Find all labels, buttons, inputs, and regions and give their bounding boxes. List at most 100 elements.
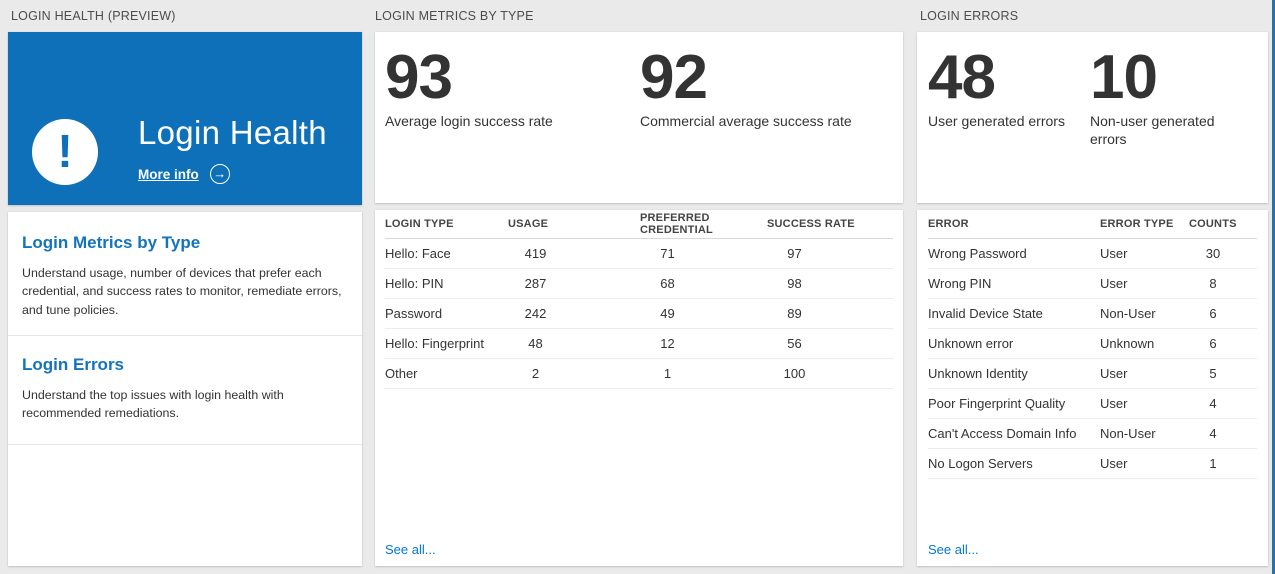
section-header-login-errors: LOGIN ERRORS (920, 9, 1019, 23)
cell-error-type: Non-User (1100, 306, 1156, 321)
nav-item-title[interactable]: Login Errors (22, 355, 125, 374)
metric-average-success-rate: 93 Average login success rate (385, 46, 635, 130)
metrics-table-card: LOGIN TYPE USAGE PREFERRED CREDENTIAL SU… (375, 210, 903, 566)
see-all-link-errors[interactable]: See all... (928, 542, 979, 557)
errors-table-card: ERROR ERROR TYPE COUNTS Wrong Password U… (917, 210, 1268, 566)
cell-error: Can't Access Domain Info (928, 426, 1077, 441)
cell-preferred-credential: 68 (660, 276, 675, 291)
cell-counts: 30 (1205, 246, 1221, 261)
metric-label: User generated errors (928, 113, 1065, 129)
table-row: Password 242 49 89 (385, 299, 893, 329)
cell-error: Wrong PIN (928, 276, 992, 291)
cell-error-type: Non-User (1100, 426, 1156, 441)
errors-table-header: ERROR ERROR TYPE COUNTS (928, 210, 1257, 239)
column-header-preferred-credential: PREFERRED CREDENTIAL (640, 212, 713, 236)
metric-label: Commercial average success rate (640, 113, 852, 129)
arrow-right-glyph: → (213, 166, 227, 181)
cell-error: Poor Fingerprint Quality (928, 396, 1066, 411)
cell-preferred-credential: 49 (660, 306, 675, 321)
cell-usage: 242 (524, 306, 547, 321)
exclamation-glyph: ! (57, 125, 73, 177)
cell-counts: 6 (1209, 306, 1217, 321)
cell-usage: 419 (524, 246, 547, 261)
cell-preferred-credential: 12 (660, 336, 675, 351)
table-row: Wrong PIN User 8 (928, 269, 1257, 299)
cell-error-type: User (1100, 246, 1128, 261)
login-health-tile[interactable]: ! Login Health More info → (8, 32, 362, 205)
more-info-label[interactable]: More info (138, 166, 199, 182)
cell-error: No Logon Servers (928, 456, 1033, 471)
metric-value: 93 (385, 43, 453, 112)
arrow-right-circle-icon[interactable]: → (209, 164, 230, 184)
nav-empty-section (8, 444, 362, 566)
cell-login-type: Password (385, 306, 443, 321)
cell-error-type: User (1100, 276, 1128, 291)
cell-counts: 8 (1209, 276, 1217, 291)
cell-success-rate: 100 (783, 366, 806, 381)
metric-commercial-success-rate: 92 Commercial average success rate (640, 46, 890, 130)
section-header-login-health: LOGIN HEALTH (PREVIEW) (11, 9, 176, 23)
cell-counts: 6 (1209, 336, 1217, 351)
cell-error-type: User (1100, 366, 1128, 381)
table-row: Poor Fingerprint Quality User 4 (928, 389, 1257, 419)
table-row: Hello: Face 419 71 97 (385, 239, 893, 269)
metric-value: 92 (640, 43, 708, 112)
cell-success-rate: 56 (787, 336, 802, 351)
table-row: Other 2 1 100 (385, 359, 893, 389)
cell-counts: 1 (1209, 456, 1217, 471)
table-row: Can't Access Domain Info Non-User 4 (928, 419, 1257, 449)
metric-value: 10 (1090, 43, 1158, 112)
nav-item-description: Understand usage, number of devices that… (22, 266, 342, 317)
cell-counts: 5 (1209, 366, 1217, 381)
see-all-link-metrics[interactable]: See all... (385, 542, 436, 557)
column-header-counts: COUNTS (1189, 218, 1237, 230)
table-row: Wrong Password User 30 (928, 239, 1257, 269)
cell-usage: 2 (531, 366, 540, 381)
cell-preferred-credential: 71 (660, 246, 675, 261)
cell-error-type: Unknown (1100, 336, 1155, 351)
metrics-table-header: LOGIN TYPE USAGE PREFERRED CREDENTIAL SU… (385, 210, 893, 239)
table-row: Hello: Fingerprint 48 12 56 (385, 329, 893, 359)
table-row: Unknown Identity User 5 (928, 359, 1257, 389)
errors-summary-card: 48 User generated errors 10 Non-user gen… (917, 32, 1268, 203)
cell-error: Unknown error (928, 336, 1014, 351)
metric-user-generated-errors: 48 User generated errors (928, 46, 1086, 130)
more-info-link[interactable]: More info → (138, 164, 230, 184)
nav-card: Login Metrics by Type Understand usage, … (8, 212, 362, 566)
metric-label: Average login success rate (385, 113, 553, 129)
cell-error-type: User (1100, 456, 1128, 471)
metric-non-user-generated-errors: 10 Non-user generated errors (1090, 46, 1235, 148)
nav-item-login-metrics-by-type[interactable]: Login Metrics by Type Understand usage, … (8, 212, 362, 335)
tile-title: Login Health (138, 114, 327, 151)
table-row: Hello: PIN 287 68 98 (385, 269, 893, 299)
column-header-error-type: ERROR TYPE (1100, 218, 1174, 230)
nav-item-title[interactable]: Login Metrics by Type (22, 233, 201, 252)
cell-error-type: User (1100, 396, 1128, 411)
exclamation-icon: ! (32, 119, 98, 185)
nav-item-login-errors[interactable]: Login Errors Understand the top issues w… (8, 335, 362, 444)
metrics-summary-card: 93 Average login success rate 92 Commerc… (375, 32, 903, 203)
column-header-success-rate: SUCCESS RATE (767, 218, 855, 230)
table-row: Unknown error Unknown 6 (928, 329, 1257, 359)
cell-login-type: Hello: PIN (385, 276, 444, 291)
next-blade-edge (1272, 0, 1275, 574)
table-row: No Logon Servers User 1 (928, 449, 1257, 479)
cell-usage: 287 (524, 276, 547, 291)
column-header-error: ERROR (928, 218, 969, 230)
section-header-login-metrics: LOGIN METRICS BY TYPE (375, 9, 534, 23)
cell-success-rate: 97 (787, 246, 802, 261)
cell-success-rate: 89 (787, 306, 802, 321)
cell-login-type: Hello: Fingerprint (385, 336, 484, 351)
cell-usage: 48 (528, 336, 543, 351)
metric-label: Non-user generated errors (1090, 113, 1215, 148)
cell-preferred-credential: 1 (663, 366, 672, 381)
table-row: Invalid Device State Non-User 6 (928, 299, 1257, 329)
cell-counts: 4 (1209, 396, 1217, 411)
nav-item-description: Understand the top issues with login hea… (22, 388, 284, 421)
cell-login-type: Other (385, 366, 418, 381)
cell-success-rate: 98 (787, 276, 802, 291)
metric-value: 48 (928, 43, 996, 112)
cell-login-type: Hello: Face (385, 246, 451, 261)
cell-error: Wrong Password (928, 246, 1027, 261)
